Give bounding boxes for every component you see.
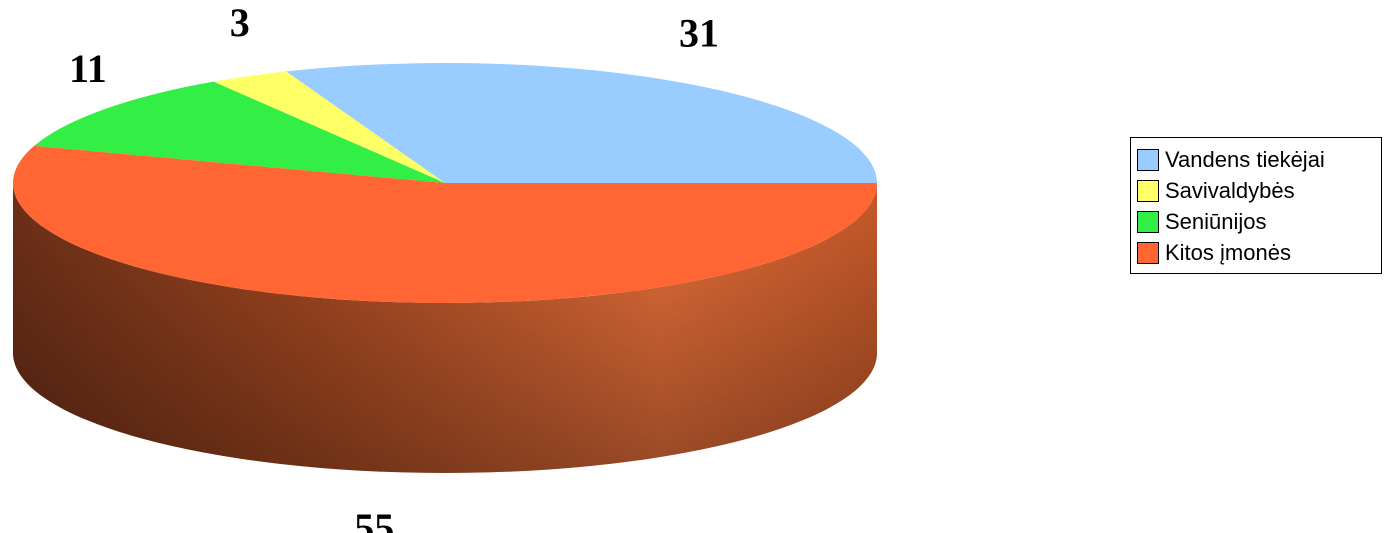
pie-side-shade-kitos-imones [13, 183, 877, 473]
legend: Vandens tiekėjai Savivaldybės Seniūnijos… [1130, 137, 1382, 274]
legend-swatch [1137, 148, 1159, 171]
pie-top-face [13, 62, 878, 303]
legend-swatch [1137, 179, 1159, 202]
legend-label: Seniūnijos [1165, 208, 1267, 234]
legend-label: Kitos įmonės [1165, 239, 1291, 265]
legend-item-seniunijos: Seniūnijos [1131, 206, 1381, 237]
legend-label: Savivaldybės [1165, 177, 1295, 203]
pie-slice-seniunijos [34, 81, 445, 183]
pie-side-wall [13, 183, 877, 473]
legend-item-savivaldybes: Savivaldybės [1131, 175, 1381, 206]
pie-data-labels: 31 3 11 55 [69, 0, 719, 533]
pie-slice-savivaldybes [213, 71, 445, 183]
data-label-seniunijos: 11 [69, 46, 107, 91]
legend-swatch [1137, 241, 1159, 264]
legend-item-kitos-imones: Kitos įmonės [1131, 237, 1381, 268]
legend-label: Vandens tiekėjai [1165, 146, 1325, 172]
pie-slice-vandens-tiekejai [285, 62, 877, 183]
pie-slice-kitos-imones [13, 145, 878, 303]
legend-swatch [1137, 210, 1159, 233]
legend-item-vandens-tiekejai: Vandens tiekėjai [1131, 144, 1381, 175]
data-label-kitos-imones: 55 [354, 505, 394, 533]
data-label-vandens-tiekejai: 31 [679, 11, 719, 56]
data-label-savivaldybes: 3 [230, 0, 250, 45]
